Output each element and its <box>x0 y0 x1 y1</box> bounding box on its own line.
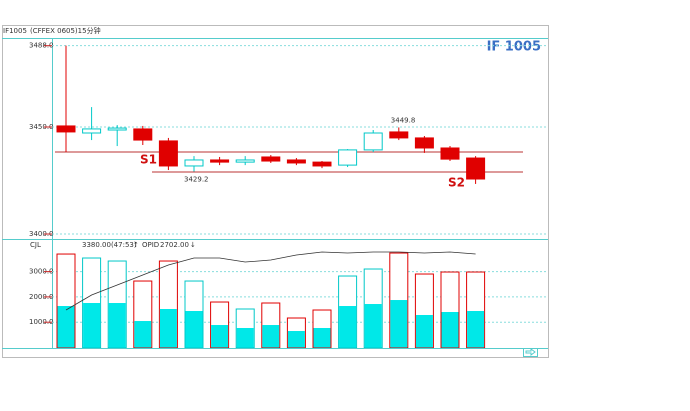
up-arrow: ↑ <box>133 241 139 249</box>
oi-line <box>65 251 476 311</box>
volume-inner-bar <box>467 311 485 348</box>
chart-title: IF 1005 <box>487 40 541 55</box>
support-label: S2 <box>448 176 465 190</box>
volume-inner-bar <box>134 321 152 348</box>
volume-inner-bar <box>415 314 433 348</box>
support-label: S1 <box>140 153 157 167</box>
y-tick-label: 3000.0 <box>29 268 54 276</box>
volume-inner-bar <box>159 309 177 348</box>
candle-body <box>338 149 358 166</box>
candle-body <box>107 127 127 131</box>
volume-inner-bar <box>108 303 126 348</box>
volume-inner-bar <box>390 300 408 348</box>
y-tick-label: 2000.0 <box>29 293 54 301</box>
candle-body <box>261 156 281 162</box>
volume-inner-bar <box>262 325 280 348</box>
high-annotation: 3449.8 <box>391 116 416 124</box>
volume-inner-bar <box>364 304 382 348</box>
volume-inner-bar <box>185 311 203 348</box>
candle-body <box>414 137 434 149</box>
candle-body <box>440 147 460 160</box>
candle-body <box>389 131 409 139</box>
low-annotation: 3429.2 <box>184 176 209 184</box>
volume-label: CJL <box>30 241 41 249</box>
volume-inner-bar <box>339 306 357 348</box>
volume-inner-bar <box>236 327 254 348</box>
candle-body <box>82 128 102 134</box>
volume-inner-bar <box>211 325 229 348</box>
candle-body <box>184 159 204 167</box>
volume-inner-bar <box>287 331 305 348</box>
volume-inner-bar <box>83 303 101 348</box>
candle-body <box>312 161 332 167</box>
candle-body <box>363 132 383 151</box>
candle-body <box>210 159 230 163</box>
volume-inner-bar <box>441 312 459 348</box>
oi-label: OPID <box>142 241 159 249</box>
y-tick-label: 1000.0 <box>29 318 54 326</box>
symbol: IF1005 <box>3 27 27 35</box>
candle-body <box>235 159 255 163</box>
volume-inner-bar <box>57 306 75 348</box>
y-tick-label: 3400.0 <box>29 230 54 238</box>
candle-body <box>133 128 153 141</box>
source: (CFFEX 0605)15分钟 <box>30 26 101 35</box>
down-arrow: ↓ <box>190 241 196 249</box>
candle-body <box>56 125 76 133</box>
candle-body <box>286 159 306 164</box>
candle-body <box>466 157 486 180</box>
candle-body <box>158 140 178 167</box>
y-tick-label: 3488.0 <box>29 42 54 50</box>
oi-readout: 2702.00 <box>160 241 189 249</box>
scroll-arrow <box>525 348 536 356</box>
volume-inner-bar <box>313 327 331 348</box>
volume-readout: 3380.00(47:53) <box>82 241 137 249</box>
y-tick-label: 3450.0 <box>29 123 54 131</box>
